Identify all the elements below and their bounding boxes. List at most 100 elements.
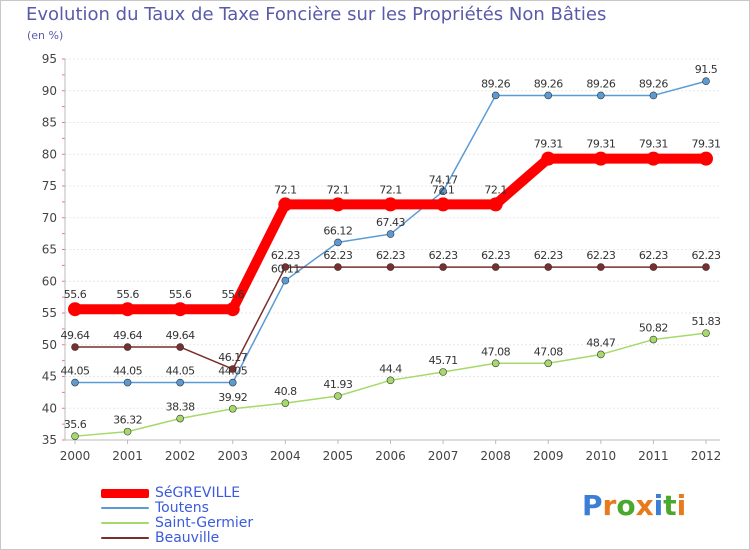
- data-point-toutens: [439, 187, 447, 196]
- x-tick-label: 2011: [638, 449, 669, 463]
- data-point-saint-germier: [176, 414, 184, 423]
- data-point-segreville: [68, 302, 82, 317]
- data-label-beauville: 62.23: [376, 249, 405, 262]
- data-point-beauville: [176, 343, 184, 351]
- data-point-toutens: [386, 230, 395, 238]
- data-point-segreville: [488, 197, 503, 212]
- data-point-saint-germier: [649, 335, 658, 344]
- data-label-saint-germier: 48.47: [586, 336, 615, 349]
- x-tick-label: 2009: [533, 449, 564, 463]
- data-label-beauville: 62.23: [692, 249, 721, 262]
- data-label-toutens: 89.26: [639, 77, 668, 90]
- data-label-segreville: 55.6: [64, 288, 87, 301]
- logo-letter: i: [676, 489, 687, 522]
- data-point-saint-germier: [491, 359, 500, 368]
- data-point-toutens: [649, 91, 658, 100]
- data-point-beauville: [544, 263, 553, 271]
- x-tick-label: 2006: [375, 449, 406, 463]
- data-label-beauville: 62.23: [429, 249, 458, 262]
- data-label-saint-germier: 41.93: [323, 378, 352, 391]
- data-point-beauville: [597, 263, 605, 271]
- data-label-segreville: 79.31: [639, 138, 668, 151]
- y-tick-label: 55: [42, 306, 57, 320]
- data-point-toutens: [281, 276, 290, 285]
- data-point-segreville: [383, 197, 398, 212]
- data-point-beauville: [228, 365, 237, 373]
- data-point-segreville: [278, 197, 293, 212]
- chart-unit-label: (en %): [27, 29, 64, 42]
- data-label-segreville: 72.1: [484, 183, 507, 196]
- x-tick-label: 2004: [270, 449, 301, 463]
- x-tick-label: 2005: [323, 449, 354, 463]
- logo-letter: i: [653, 489, 664, 522]
- data-label-toutens: 60.11: [271, 263, 300, 276]
- data-label-saint-germier: 50.82: [639, 322, 668, 335]
- legend-swatch-beauville: [101, 537, 149, 539]
- logo-letter: x: [635, 489, 654, 522]
- y-tick-label: 75: [42, 179, 57, 193]
- x-tick-label: 2001: [112, 449, 143, 463]
- x-tick-label: 2012: [691, 449, 722, 463]
- data-point-beauville: [439, 263, 447, 271]
- data-label-saint-germier: 36.32: [113, 414, 142, 427]
- data-label-toutens: 66.12: [323, 224, 352, 237]
- y-tick-label: 65: [42, 243, 57, 257]
- data-label-toutens: 67.43: [376, 216, 405, 229]
- data-label-saint-germier: 47.08: [481, 345, 510, 358]
- data-point-beauville: [71, 343, 79, 351]
- y-tick-label: 35: [42, 433, 57, 447]
- data-point-saint-germier: [544, 359, 553, 368]
- data-point-toutens: [491, 91, 500, 100]
- data-point-toutens: [71, 378, 79, 387]
- data-label-toutens: 91.5: [695, 63, 718, 76]
- data-point-beauville: [334, 263, 342, 271]
- x-tick-label: 2000: [60, 449, 91, 463]
- legend-swatch-saint-germier: [101, 522, 149, 524]
- legend-label-segreville: SéGREVILLE: [155, 485, 241, 501]
- x-tick-label: 2003: [217, 449, 248, 463]
- data-point-segreville: [330, 197, 345, 212]
- data-label-toutens: 44.05: [166, 365, 195, 378]
- data-point-toutens: [334, 238, 342, 247]
- y-tick-label: 45: [42, 370, 57, 384]
- legend-swatch-segreville: [101, 488, 149, 498]
- y-tick-label: 90: [42, 84, 57, 98]
- data-point-segreville: [120, 302, 135, 317]
- y-tick-label: 70: [42, 211, 57, 225]
- data-point-toutens: [228, 378, 237, 387]
- data-label-beauville: 62.23: [534, 249, 563, 262]
- data-label-segreville: 72.1: [432, 183, 455, 196]
- legend-swatch-toutens: [101, 507, 149, 509]
- legend-item-segreville: SéGREVILLE: [101, 485, 240, 501]
- data-label-toutens: 44.05: [61, 365, 90, 378]
- x-tick-label: 2010: [586, 449, 617, 463]
- data-point-beauville: [281, 263, 290, 271]
- data-label-toutens: 89.26: [586, 77, 615, 90]
- x-tick-label: 2002: [165, 449, 196, 463]
- legend-label-toutens: Toutens: [155, 500, 209, 516]
- data-point-toutens: [544, 91, 553, 100]
- data-point-saint-germier: [281, 399, 290, 407]
- proxiti-logo: Proxiti: [582, 489, 686, 522]
- legend-item-toutens: Toutens: [101, 500, 209, 516]
- data-label-segreville: 72.1: [379, 183, 402, 196]
- data-label-saint-germier: 45.71: [429, 354, 458, 367]
- data-label-saint-germier: 44.4: [379, 362, 402, 375]
- data-point-saint-germier: [439, 368, 447, 376]
- y-tick-label: 85: [42, 116, 57, 130]
- data-label-beauville: 62.23: [271, 249, 300, 262]
- data-point-segreville: [541, 151, 556, 166]
- data-point-segreville: [225, 302, 240, 317]
- data-point-segreville: [593, 151, 608, 166]
- data-point-beauville: [386, 263, 395, 271]
- data-point-saint-germier: [228, 404, 237, 413]
- data-label-segreville: 55.6: [116, 288, 139, 301]
- y-tick-label: 80: [42, 147, 57, 161]
- data-point-saint-germier: [123, 427, 132, 436]
- logo-letter: r: [602, 489, 617, 522]
- data-point-segreville: [436, 197, 451, 212]
- data-label-segreville: 55.6: [169, 288, 192, 301]
- y-tick-label: 40: [42, 401, 57, 415]
- data-label-saint-germier: 39.92: [218, 391, 247, 404]
